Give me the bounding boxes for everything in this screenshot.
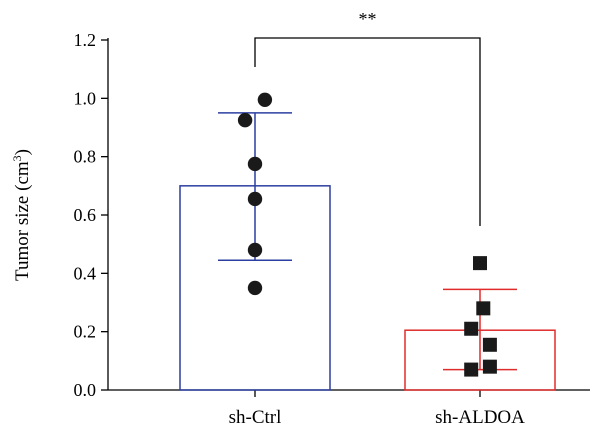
data-point-circle bbox=[247, 280, 263, 296]
y-tick-label: 0.2 bbox=[74, 322, 97, 342]
data-point-circle bbox=[247, 191, 263, 207]
y-tick-label: 0.8 bbox=[74, 147, 97, 167]
data-point-circle bbox=[237, 113, 253, 128]
x-tick-label: sh-Ctrl bbox=[229, 407, 282, 428]
data-point-square bbox=[473, 256, 487, 271]
significance-bracket-line bbox=[254, 37, 481, 226]
data-point-circle bbox=[257, 92, 273, 107]
data-point-circle bbox=[247, 242, 263, 258]
y-axis-label-superscript: 3 bbox=[10, 155, 24, 161]
data-point-circle bbox=[247, 156, 263, 172]
y-tick-label: 0.4 bbox=[74, 263, 97, 283]
y-tick-label: 1.0 bbox=[74, 88, 97, 108]
data-point-square bbox=[464, 321, 479, 336]
y-axis-label: Tumor size (cm3) bbox=[10, 149, 33, 281]
significance-label: ** bbox=[359, 9, 377, 29]
y-tick-label: 0.6 bbox=[74, 205, 97, 225]
x-tick-label: sh-ALDOA bbox=[435, 407, 525, 428]
data-point-square bbox=[482, 337, 497, 352]
y-tick-label: 1.2 bbox=[74, 30, 97, 50]
y-axis-label-suffix: ) bbox=[12, 149, 33, 155]
data-point-square bbox=[482, 359, 497, 374]
significance-bracket: ** bbox=[254, 9, 481, 226]
bars bbox=[179, 185, 556, 391]
data-point-square bbox=[476, 301, 491, 316]
y-axis-label-text: Tumor size (cm bbox=[12, 161, 33, 281]
error-bars bbox=[218, 112, 517, 371]
y-tick-label: 0.0 bbox=[74, 380, 97, 400]
axes: 0.0 0.2 0.4 0.6 0.8 1.0 1.2 sh-Ctrl sh-ALDOA bbox=[74, 30, 590, 428]
data-points bbox=[237, 92, 497, 377]
data-point-square bbox=[464, 362, 479, 377]
